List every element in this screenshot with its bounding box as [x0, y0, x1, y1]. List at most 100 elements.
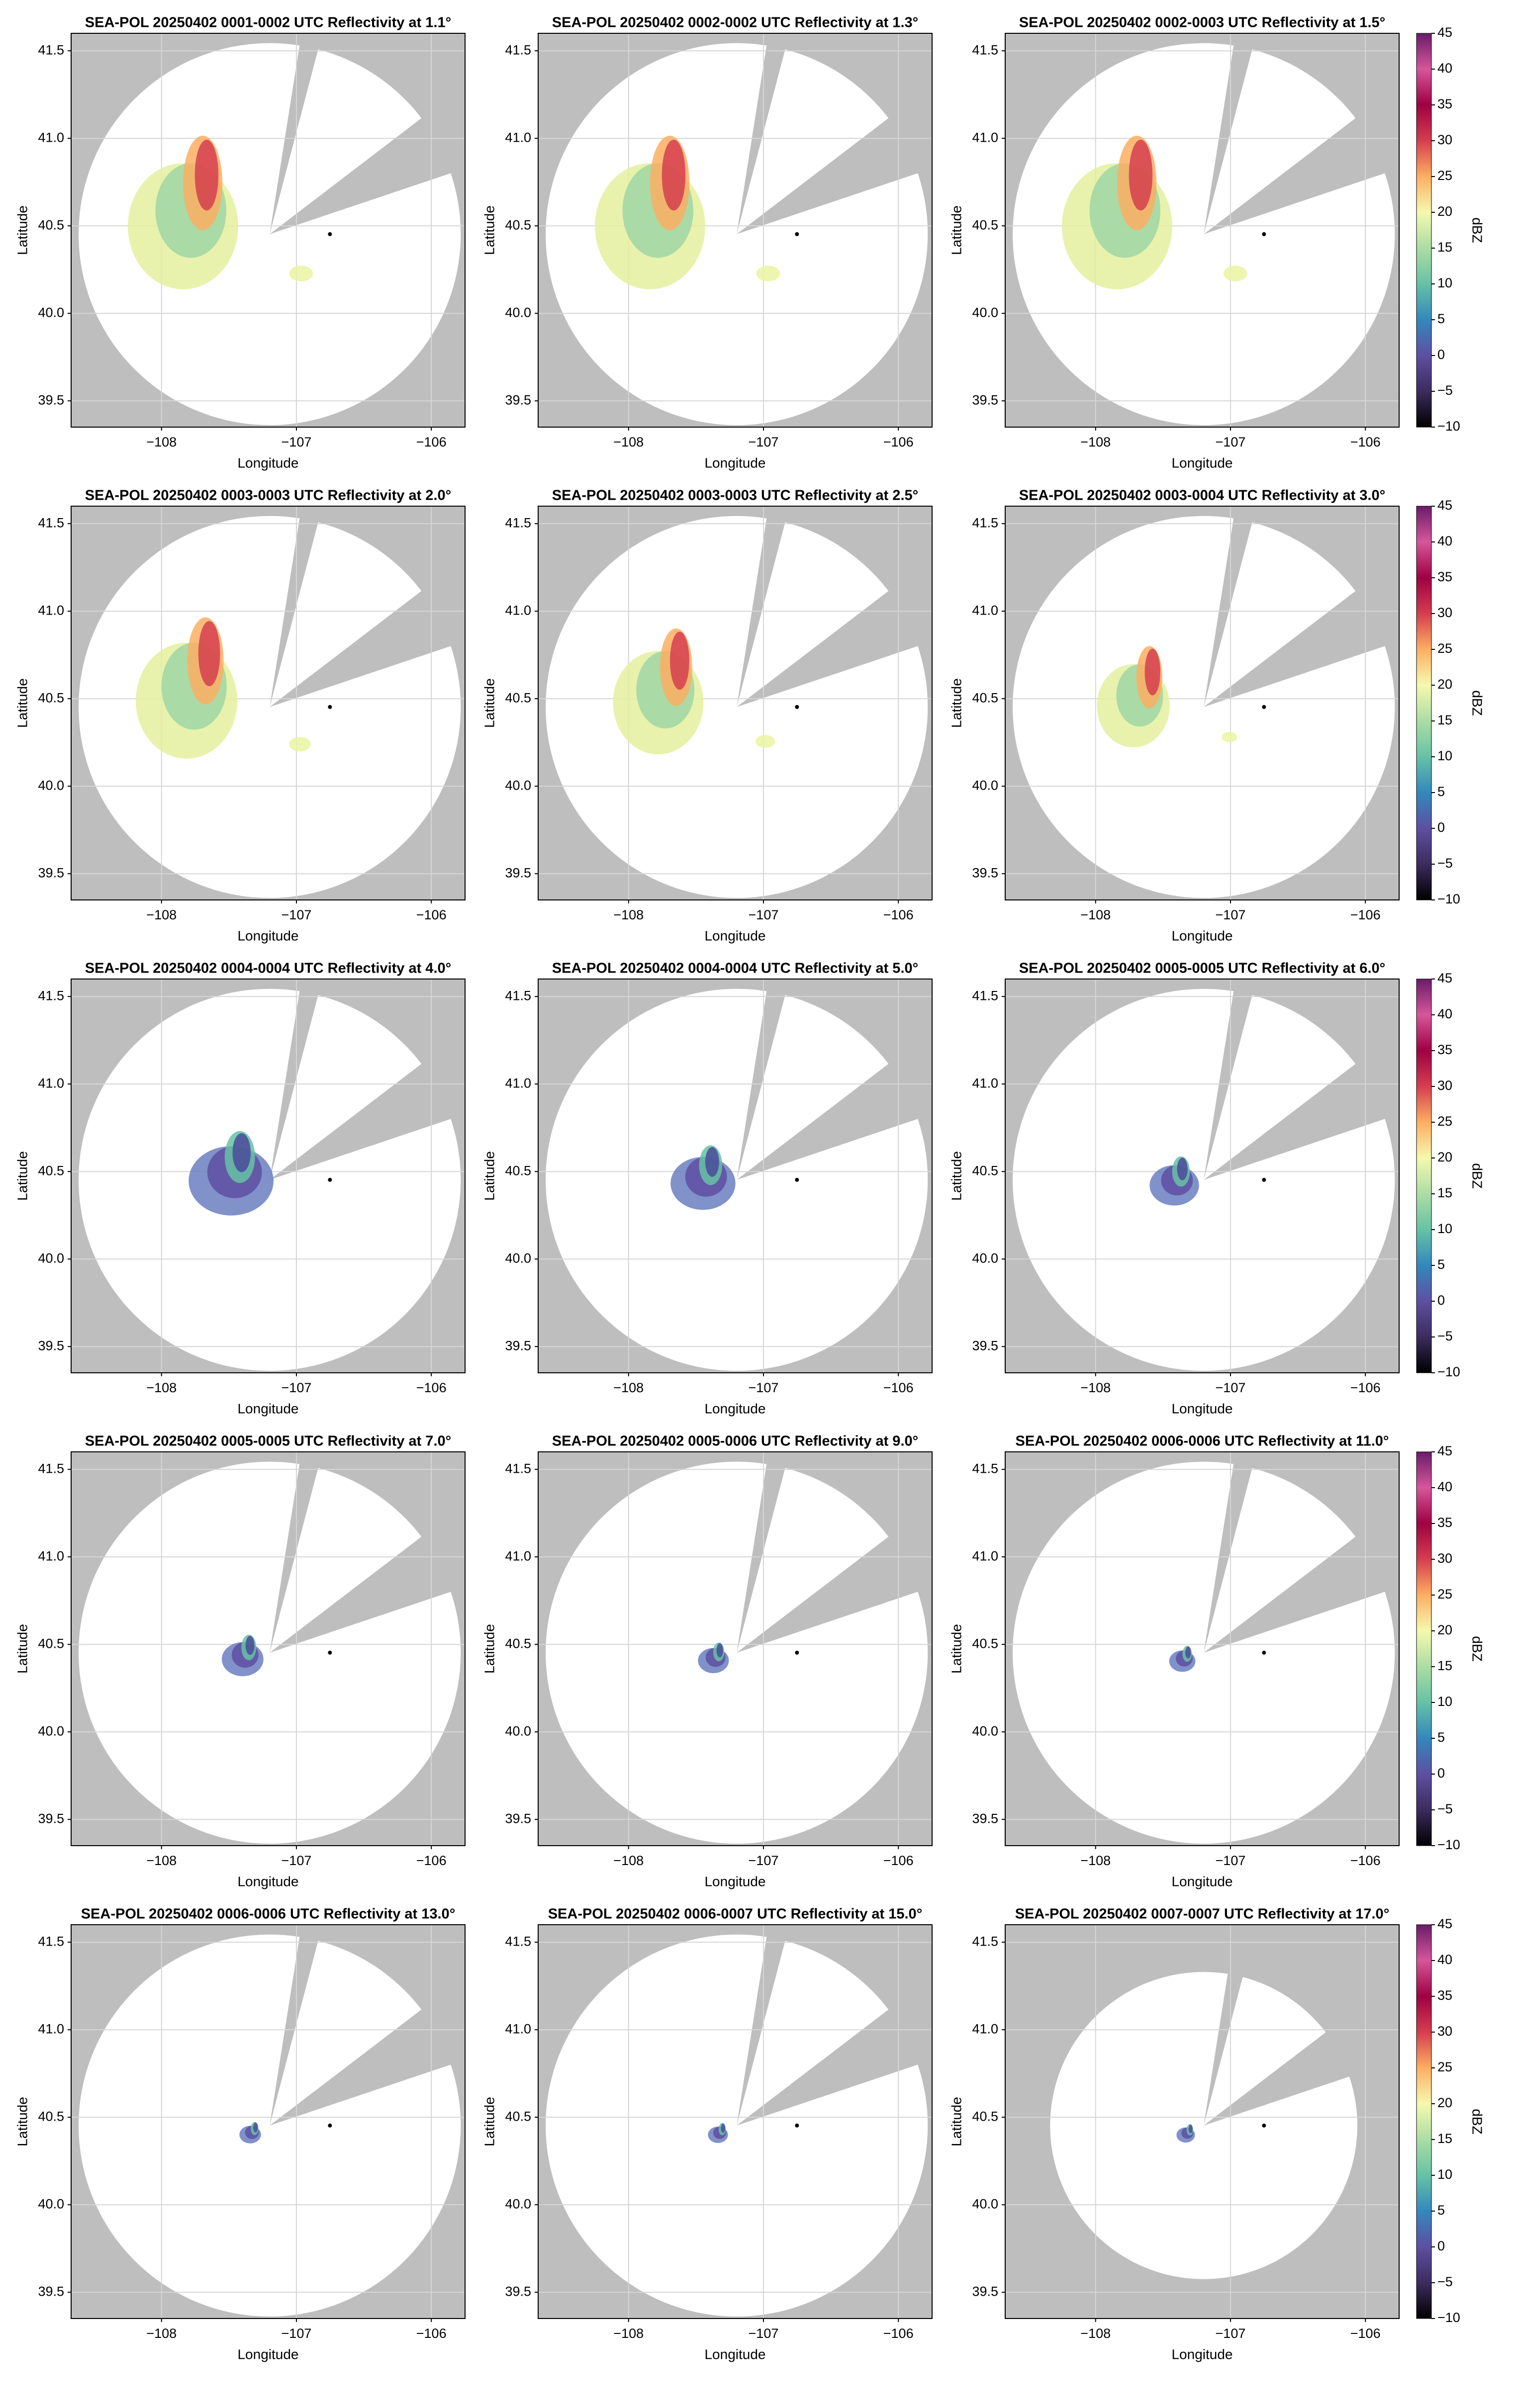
radar-site: [1262, 1650, 1266, 1655]
x-tick-label: −108: [613, 907, 644, 922]
chart-title: SEA-POL 20250402 0005-0006 UTC Reflectiv…: [552, 1433, 918, 1449]
y-tick-label: 39.5: [972, 1338, 998, 1353]
x-tick-label: −107: [1216, 2326, 1246, 2341]
echo: [232, 1133, 251, 1172]
x-tick-label: −107: [749, 1853, 779, 1868]
y-tick-label: 40.5: [38, 690, 64, 705]
blocked-sector: [737, 33, 790, 234]
echo: [756, 735, 775, 748]
x-tick-label: −108: [613, 435, 644, 449]
x-tick-label: −107: [282, 1380, 312, 1395]
x-axis-label: Longitude: [237, 928, 298, 943]
x-tick-label: −108: [1080, 435, 1111, 449]
colorbar-tick-label: 35: [1437, 96, 1452, 111]
colorbar: [1416, 33, 1432, 428]
colorbar-tick-label: −10: [1437, 892, 1460, 906]
radar-site: [1262, 705, 1266, 709]
x-tick-label: −106: [883, 435, 914, 449]
x-tick-label: −107: [282, 1853, 312, 1868]
axes-frame: [71, 33, 466, 428]
y-tick-label: 40.5: [505, 217, 531, 232]
y-tick-label: 41.5: [972, 42, 998, 57]
y-tick-label: 40.0: [38, 778, 64, 793]
y-tick-label: 40.5: [972, 690, 998, 705]
y-axis-label: Latitude: [14, 2097, 30, 2146]
blocked-sector: [1204, 1030, 1399, 1180]
x-axis-label: Longitude: [1171, 1873, 1232, 1889]
colorbar-tick-label: 5: [1437, 1730, 1445, 1745]
colorbar-tick-label: 15: [1437, 240, 1452, 255]
blocked-sector: [737, 557, 932, 707]
colorbar-tick-label: 40: [1437, 1479, 1452, 1494]
y-tick-label: 41.5: [972, 515, 998, 530]
x-tick-label: −108: [613, 1380, 644, 1395]
radar-site: [795, 1177, 799, 1182]
axes: [1005, 33, 1399, 427]
x-axis-label: Longitude: [237, 2346, 298, 2362]
axes-frame: [1005, 506, 1400, 900]
x-tick-label: −107: [1216, 907, 1246, 922]
x-tick-label: −108: [146, 1853, 177, 1868]
axes-frame: [71, 506, 466, 900]
echo: [198, 621, 220, 687]
y-axis-label: Latitude: [481, 2097, 497, 2146]
chart-title: SEA-POL 20250402 0004-0004 UTC Reflectiv…: [85, 961, 451, 977]
colorbar-tick-label: 45: [1437, 25, 1452, 40]
y-tick-label: 39.5: [972, 2284, 998, 2299]
radar-site: [795, 705, 799, 709]
colorbar-tick-label: 20: [1437, 2095, 1452, 2110]
colorbar-tick-label: 10: [1437, 748, 1452, 763]
x-tick-label: −106: [1350, 2326, 1381, 2341]
axes: [71, 506, 465, 900]
colorbar-tick-label: 5: [1437, 1257, 1445, 1272]
colorbar-tick-label: 20: [1437, 677, 1452, 692]
x-tick-label: −107: [749, 1380, 779, 1395]
x-tick-label: −107: [282, 435, 312, 449]
axes-frame: [71, 1451, 466, 1846]
colorbar-tick-label: 30: [1437, 605, 1452, 620]
echo: [1177, 1158, 1188, 1180]
chart-title: SEA-POL 20250402 0005-0005 UTC Reflectiv…: [85, 1433, 451, 1449]
y-axis-label: Latitude: [948, 1624, 964, 1674]
y-tick-label: 40.0: [972, 2196, 998, 2211]
y-tick-label: 40.0: [505, 1250, 531, 1265]
colorbar-tick-label: 35: [1437, 1042, 1452, 1057]
x-tick-label: −108: [613, 2326, 644, 2341]
x-tick-label: −107: [749, 907, 779, 922]
y-tick-label: 41.5: [38, 988, 64, 1003]
y-tick-label: 39.5: [972, 865, 998, 880]
y-tick-label: 39.5: [38, 1338, 64, 1353]
colorbar-tick-label: −5: [1437, 856, 1453, 871]
blocked-sector: [737, 1030, 932, 1180]
chart-title: SEA-POL 20250402 0004-0004 UTC Reflectiv…: [552, 961, 918, 977]
y-tick-label: 41.5: [38, 1461, 64, 1476]
y-tick-label: 41.0: [972, 603, 998, 618]
colorbar-tick-label: 45: [1437, 1916, 1452, 1931]
blocked-sector: [270, 979, 323, 1180]
y-axis-label: Latitude: [14, 678, 30, 728]
x-axis-label: Longitude: [237, 1873, 298, 1889]
colorbar-tick-label: −5: [1437, 2274, 1453, 2289]
axes-frame: [1005, 33, 1400, 428]
echo: [1129, 139, 1153, 211]
axes-frame: [1005, 1451, 1400, 1846]
x-tick-label: −108: [146, 2326, 177, 2341]
colorbar-tick-label: 45: [1437, 971, 1452, 985]
colorbar-tick-label: 40: [1437, 61, 1452, 76]
axes: [71, 1452, 465, 1846]
y-tick-label: 39.5: [505, 1811, 531, 1826]
radar-site: [328, 1650, 332, 1655]
echo: [1144, 648, 1160, 696]
colorbar-label: dBZ: [1470, 690, 1485, 715]
x-tick-label: −106: [883, 2326, 914, 2341]
colorbar-tick-label: 45: [1437, 1443, 1452, 1458]
y-tick-label: 39.5: [38, 392, 64, 407]
axes-frame: [538, 506, 933, 900]
colorbar-tick-label: 20: [1437, 204, 1452, 219]
y-axis-label: Latitude: [948, 1151, 964, 1201]
blocked-sector: [270, 85, 465, 234]
blocked-sector: [1204, 557, 1399, 707]
echo: [253, 2122, 258, 2133]
colorbar-label: dBZ: [1470, 1636, 1485, 1661]
echo: [662, 139, 686, 211]
